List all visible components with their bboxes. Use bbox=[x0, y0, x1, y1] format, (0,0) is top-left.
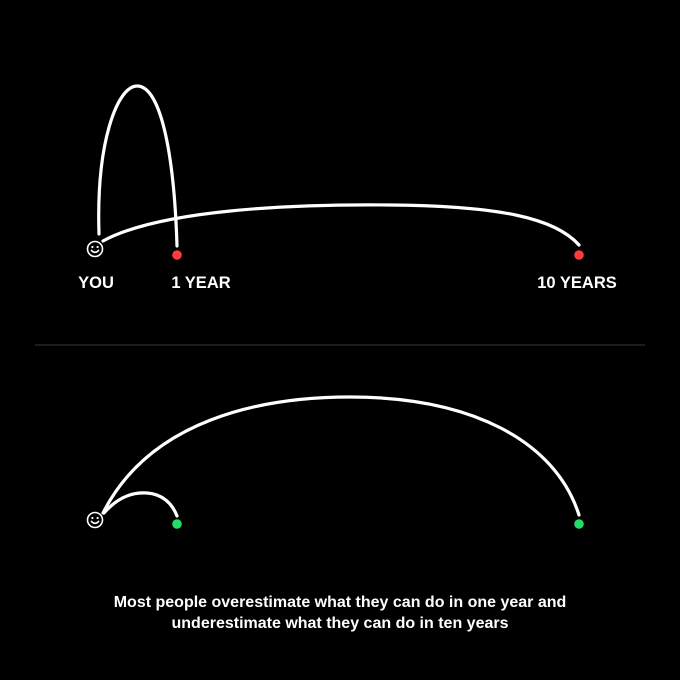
ten-years-label: 10 YEARS bbox=[537, 274, 617, 292]
caption-line-1: Most people overestimate what they can d… bbox=[113, 594, 567, 611]
reality-smiley-icon bbox=[86, 511, 104, 529]
caption: Most people overestimate what they can d… bbox=[0, 592, 680, 634]
one-year-reality-arc bbox=[102, 491, 179, 518]
one-year-marker bbox=[172, 250, 182, 260]
expectation-diagram: YOU 1 YEAR 10 YEARS bbox=[78, 84, 617, 292]
ten-years-marker bbox=[574, 250, 584, 260]
caption-line-2: underestimate what they can do in ten ye… bbox=[171, 615, 509, 632]
one-year-reality-marker bbox=[172, 519, 182, 529]
ten-year-expectation-arc bbox=[101, 203, 581, 247]
you-smiley-icon bbox=[86, 240, 104, 258]
reality-diagram bbox=[86, 395, 584, 529]
ten-year-reality-arc bbox=[101, 395, 581, 517]
one-year-expectation-arc bbox=[97, 84, 179, 248]
ten-years-reality-marker bbox=[574, 519, 584, 529]
you-label: YOU bbox=[78, 274, 114, 292]
one-year-label: 1 YEAR bbox=[171, 274, 230, 292]
